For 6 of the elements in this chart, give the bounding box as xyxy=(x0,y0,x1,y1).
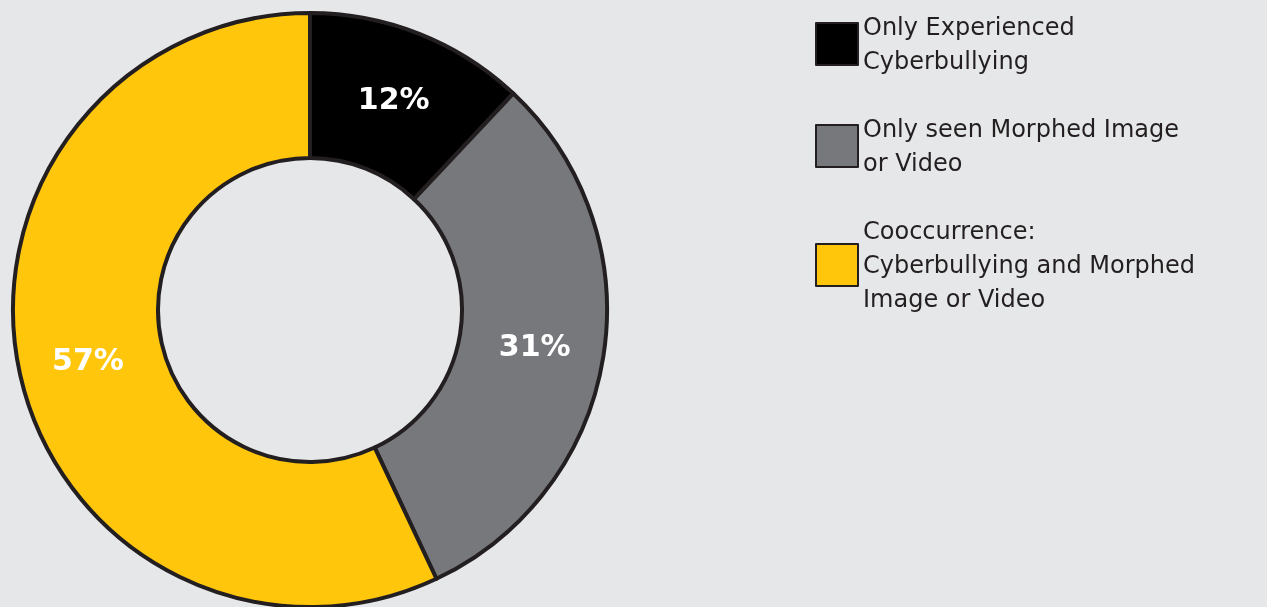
data-label: 57% xyxy=(52,342,124,378)
legend-label: Only Experienced Cyberbullying xyxy=(863,13,1083,75)
legend-label: Only seen Morphed Image or Video xyxy=(863,115,1187,177)
data-label: 31% xyxy=(498,328,571,364)
data-label: 12% xyxy=(357,80,430,116)
legend-label: Cooccurrence: Cyberbullying and Morphed Image or Video xyxy=(863,217,1203,313)
